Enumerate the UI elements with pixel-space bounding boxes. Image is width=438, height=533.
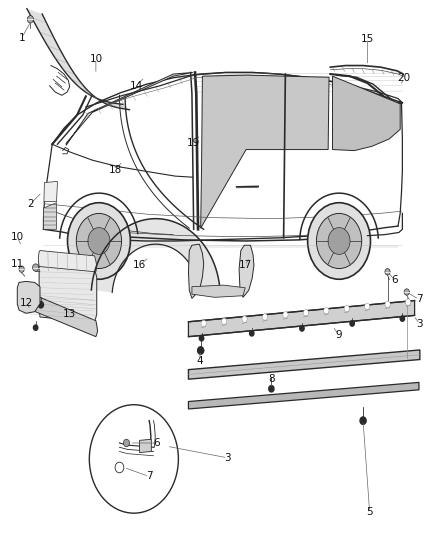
Circle shape xyxy=(198,347,204,354)
Circle shape xyxy=(88,228,110,254)
Polygon shape xyxy=(188,382,419,409)
Text: 5: 5 xyxy=(366,507,373,517)
Polygon shape xyxy=(39,259,97,322)
Text: 11: 11 xyxy=(11,259,24,269)
Circle shape xyxy=(89,405,178,513)
Text: 7: 7 xyxy=(416,294,422,304)
Polygon shape xyxy=(140,439,151,453)
Text: 6: 6 xyxy=(154,438,160,448)
Circle shape xyxy=(33,325,38,330)
Text: 19: 19 xyxy=(187,138,200,148)
Text: 18: 18 xyxy=(109,165,122,175)
Polygon shape xyxy=(188,350,420,379)
Text: 10: 10 xyxy=(89,54,102,64)
Circle shape xyxy=(283,312,288,318)
Text: 8: 8 xyxy=(268,374,275,384)
Circle shape xyxy=(344,305,350,312)
Text: 17: 17 xyxy=(239,261,252,270)
Circle shape xyxy=(324,308,329,314)
Polygon shape xyxy=(201,75,329,228)
Polygon shape xyxy=(66,72,193,146)
Text: 14: 14 xyxy=(129,81,143,91)
Circle shape xyxy=(76,213,122,269)
Circle shape xyxy=(199,336,204,341)
Text: 2: 2 xyxy=(27,199,34,209)
Polygon shape xyxy=(38,251,97,272)
Polygon shape xyxy=(44,181,57,201)
Circle shape xyxy=(364,303,370,310)
Text: 15: 15 xyxy=(361,34,374,44)
Circle shape xyxy=(27,15,33,23)
Circle shape xyxy=(67,203,131,279)
Text: 3: 3 xyxy=(417,319,423,329)
Circle shape xyxy=(201,320,206,327)
Circle shape xyxy=(385,269,390,275)
PathPatch shape xyxy=(27,9,130,110)
Polygon shape xyxy=(88,245,398,248)
Circle shape xyxy=(269,385,274,392)
Circle shape xyxy=(404,289,410,295)
Text: 3: 3 xyxy=(224,453,231,463)
Polygon shape xyxy=(239,245,254,297)
PathPatch shape xyxy=(92,219,220,292)
Text: 7: 7 xyxy=(146,472,152,481)
Polygon shape xyxy=(192,285,245,297)
Circle shape xyxy=(19,266,24,272)
Circle shape xyxy=(316,213,362,269)
Circle shape xyxy=(38,302,43,308)
Circle shape xyxy=(300,326,304,331)
Circle shape xyxy=(385,301,390,308)
Circle shape xyxy=(222,318,227,325)
Text: 4: 4 xyxy=(196,356,203,366)
Circle shape xyxy=(307,203,371,279)
Circle shape xyxy=(360,417,366,424)
Text: 20: 20 xyxy=(398,73,411,83)
Text: 16: 16 xyxy=(133,261,146,270)
Text: 12: 12 xyxy=(20,297,34,308)
Polygon shape xyxy=(17,281,40,313)
Polygon shape xyxy=(21,290,98,337)
Circle shape xyxy=(262,314,268,320)
Text: 10: 10 xyxy=(11,232,24,243)
Polygon shape xyxy=(332,76,400,151)
Polygon shape xyxy=(188,244,204,298)
Circle shape xyxy=(115,462,124,473)
Circle shape xyxy=(406,299,411,305)
Circle shape xyxy=(32,264,39,271)
Polygon shape xyxy=(43,203,57,229)
Circle shape xyxy=(250,330,254,336)
Polygon shape xyxy=(188,301,415,337)
Text: 13: 13 xyxy=(63,309,76,319)
Circle shape xyxy=(350,321,354,326)
Circle shape xyxy=(303,310,308,316)
Circle shape xyxy=(242,316,247,322)
Text: 6: 6 xyxy=(391,275,398,285)
Circle shape xyxy=(328,228,350,254)
Text: 9: 9 xyxy=(336,329,342,340)
Text: 1: 1 xyxy=(18,33,25,43)
Circle shape xyxy=(400,316,405,321)
Circle shape xyxy=(124,439,130,447)
